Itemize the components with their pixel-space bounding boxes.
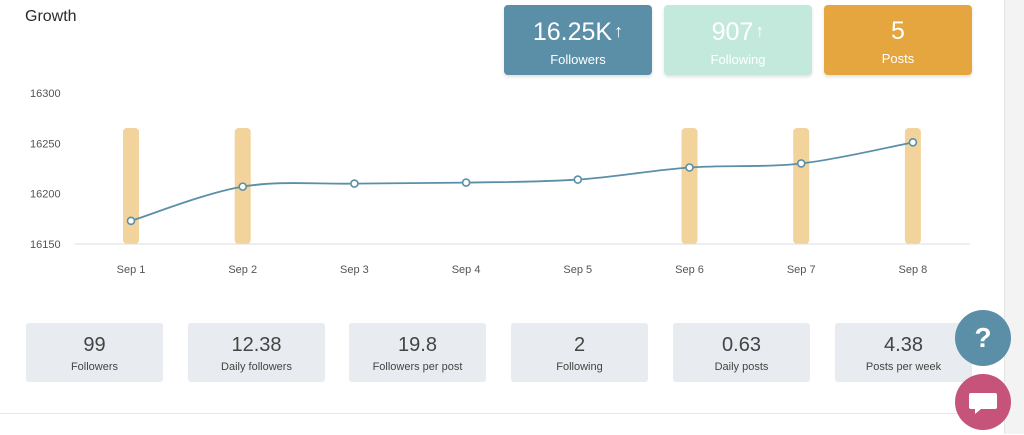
- page-title: Growth: [25, 8, 77, 25]
- metric-value: 2: [573, 334, 586, 356]
- metric-value: 4.38: [884, 334, 923, 356]
- posts-card[interactable]: 5 Posts: [824, 5, 972, 75]
- metric-posts-per-week: 4.38 Posts per week: [835, 323, 972, 382]
- following-card[interactable]: 907 ↑ Following: [664, 5, 812, 75]
- metric-label: Followers: [70, 361, 119, 373]
- y-tick-label: 16300: [30, 88, 61, 100]
- data-point: [126, 216, 136, 226]
- metric-following: 2 Following: [511, 323, 648, 382]
- metric-value: 99: [83, 334, 106, 356]
- y-tick-label: 16200: [30, 189, 61, 201]
- metric-label: Daily posts: [714, 361, 769, 373]
- metric-value: 0.63: [722, 334, 761, 356]
- question-icon: ?: [974, 322, 992, 353]
- growth-chart: 16150 16200 16250 16300 Sep 1 Sep 2 Sep 3 Sep 4…: [30, 88, 970, 276]
- right-scroll-strip: [1004, 0, 1024, 434]
- x-tick-label: Sep 7: [787, 264, 816, 276]
- x-tick-label: Sep 6: [675, 264, 704, 276]
- following-label: Following: [710, 52, 766, 67]
- arrow-up-icon: ↑: [614, 21, 624, 41]
- metric-label: Posts per week: [865, 361, 942, 373]
- x-tick-label: Sep 1: [117, 264, 146, 276]
- metric-daily-posts: 0.63 Daily posts: [673, 323, 810, 382]
- data-point: [461, 178, 471, 187]
- metric-label: Followers per post: [372, 361, 463, 373]
- data-point: [238, 182, 247, 191]
- posts-label: Posts: [881, 51, 915, 66]
- section-divider: [0, 413, 1004, 414]
- metric-followers: 99 Followers: [26, 323, 163, 382]
- posts-value: 5: [891, 17, 905, 45]
- followers-value-row: 16.25K ↑: [504, 17, 652, 46]
- metric-value: 12.38: [231, 334, 282, 356]
- followers-value: 16.25K: [532, 18, 613, 46]
- x-tick-label: Sep 8: [899, 264, 928, 276]
- metric-daily-followers: 12.38 Daily followers: [188, 323, 325, 382]
- arrow-up-icon: ↑: [755, 21, 765, 41]
- metric-label: Daily followers: [221, 361, 292, 373]
- help-button[interactable]: ?: [955, 310, 1011, 366]
- x-tick-label: Sep 2: [228, 264, 257, 276]
- y-tick-label: 16250: [30, 138, 61, 150]
- post-day-bar: [904, 128, 921, 244]
- chat-icon: [969, 393, 997, 414]
- x-tick-label: Sep 3: [340, 264, 369, 276]
- followers-label: Followers: [550, 52, 606, 67]
- chat-button[interactable]: [955, 374, 1011, 430]
- x-tick-label: Sep 5: [563, 264, 592, 276]
- post-day-bar: [123, 128, 139, 244]
- data-point: [685, 163, 694, 172]
- following-value: 907: [711, 18, 754, 46]
- data-point: [350, 179, 359, 188]
- x-tick-label: Sep 4: [452, 264, 481, 276]
- metric-followers-per-post: 19.8 Followers per post: [349, 323, 486, 382]
- followers-card[interactable]: 16.25K ↑ Followers: [504, 5, 652, 75]
- y-tick-label: 16150: [30, 239, 61, 251]
- post-day-bar: [793, 128, 810, 244]
- metric-value: 19.8: [398, 334, 437, 356]
- followers-line: [130, 141, 914, 222]
- metric-label: Following: [556, 361, 603, 373]
- data-point: [908, 138, 918, 147]
- post-day-bar: [681, 128, 698, 244]
- following-value-row: 907 ↑: [664, 17, 812, 46]
- data-point: [796, 159, 806, 168]
- data-point: [573, 175, 583, 184]
